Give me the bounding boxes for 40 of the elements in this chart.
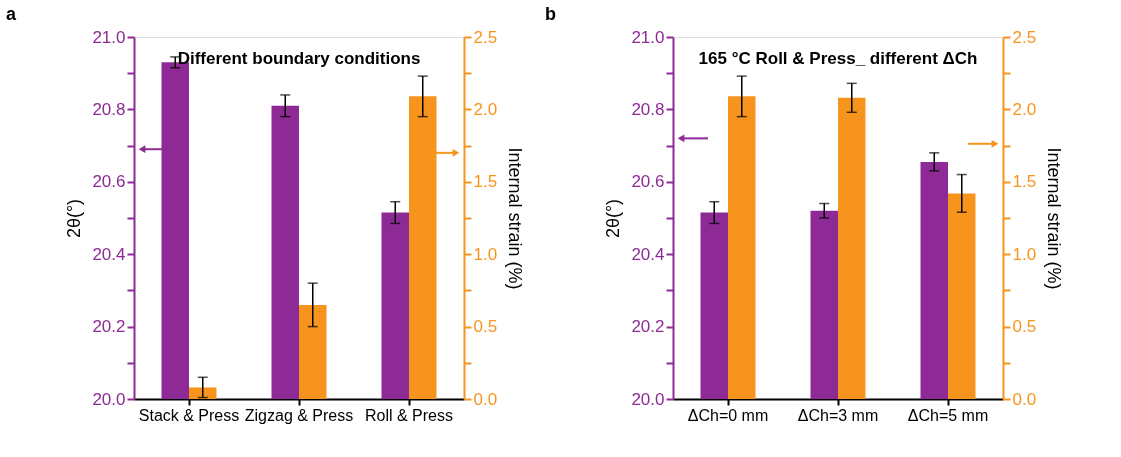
y-tick-label: 20.6 [92, 172, 126, 192]
y2-tick-label: 0.0 [1012, 389, 1037, 409]
bar [189, 387, 217, 399]
y-tick-label: 20.6 [631, 172, 665, 192]
y2-tick-label: 2.5 [473, 27, 498, 47]
y2-tick-label: 0.5 [1012, 317, 1037, 337]
bar [299, 304, 327, 399]
y-tick-label: 20.8 [631, 99, 665, 119]
y-tick-label: 20.2 [631, 317, 665, 337]
y-tick-label: 21.0 [631, 27, 665, 47]
x-tick-label: Stack & Press [138, 406, 240, 424]
y-tick-label: 20.2 [92, 317, 126, 337]
y2-tick-label: 1.0 [473, 244, 498, 264]
y2-axis-title: Internal strain (%) [1044, 147, 1065, 290]
x-tick-label: ΔCh=0 mm [687, 406, 769, 424]
text: 165 °C Roll & Press_ different ΔCh [698, 49, 978, 68]
text: b [544, 4, 556, 24]
text: Different boundary conditions [177, 49, 421, 68]
x-tick-label: Roll & Press [364, 406, 454, 424]
y-axis-title: 2θ(°) [603, 198, 624, 239]
y2-tick-label: 2.5 [1012, 27, 1037, 47]
y2-tick-label: 0.0 [473, 389, 498, 409]
y-tick-label: 21.0 [92, 27, 126, 47]
y-axis-title: 2θ(°) [64, 198, 85, 239]
y2-tick-label: 1.5 [1012, 172, 1037, 192]
x-tick-label: ΔCh=5 mm [907, 406, 989, 424]
y-tick-label: 20.0 [631, 389, 665, 409]
y2-tick-label: 2.0 [473, 99, 498, 119]
text: a [5, 4, 17, 24]
x-tick-label: ΔCh=3 mm [797, 406, 879, 424]
x-tick-label: Zigzag & Press [244, 406, 354, 424]
y2-tick-label: 1.5 [473, 172, 498, 192]
y2-tick-label: 0.5 [473, 317, 498, 337]
y-tick-label: 20.0 [92, 389, 126, 409]
y-tick-label: 20.4 [92, 244, 126, 264]
y2-tick-label: 2.0 [1012, 99, 1037, 119]
y2-axis-title: Internal strain (%) [505, 147, 526, 290]
y2-tick-label: 1.0 [1012, 244, 1037, 264]
y-tick-label: 20.8 [92, 99, 126, 119]
y-tick-label: 20.4 [631, 244, 665, 264]
